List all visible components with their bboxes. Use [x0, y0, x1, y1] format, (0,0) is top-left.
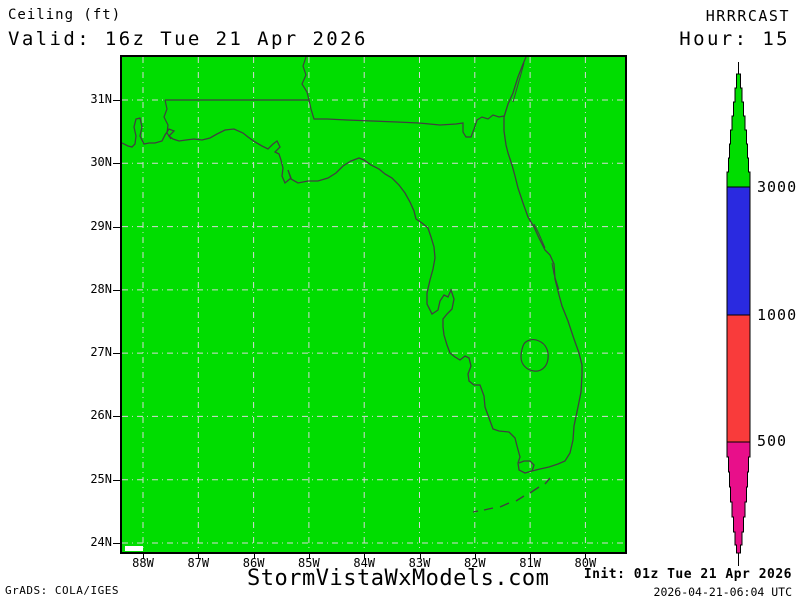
lon-tick — [364, 554, 366, 559]
lon-tick — [143, 554, 144, 559]
lat-label: 30N — [90, 155, 112, 170]
lon-tick — [585, 554, 587, 559]
lat-tick — [113, 289, 120, 291]
product-title: Ceiling (ft) — [8, 7, 122, 23]
site-watermark: StormVistaWxModels.com — [247, 566, 550, 591]
florida-map — [120, 55, 627, 554]
lat-tick — [113, 416, 120, 418]
valid-time: Valid: 16z Tue 21 Apr 2026 — [8, 28, 368, 50]
colorbar-threshold-label: 500 — [757, 432, 788, 450]
lon-tick — [253, 554, 255, 559]
grads-credit: GrADS: COLA/IGES — [5, 584, 119, 597]
colorbar-blue-segment — [726, 186, 751, 316]
colorbar-green-arrow — [726, 73, 751, 188]
lat-tick — [113, 543, 120, 544]
colorbar-red-segment — [726, 314, 751, 443]
colorbar-legend — [715, 58, 800, 570]
lon-label: 81W — [519, 556, 541, 570]
lon-tick — [308, 554, 310, 559]
lon-label: 86W — [242, 556, 265, 570]
colorbar-canvas — [726, 62, 751, 566]
lat-tick — [113, 479, 120, 481]
lon-label: 88W — [132, 556, 154, 570]
lon-label: 83W — [408, 556, 431, 570]
lon-label: 82W — [463, 556, 486, 570]
model-name: HRRRCAST — [705, 7, 790, 25]
florida-keys — [472, 477, 551, 513]
lon-tick — [198, 554, 200, 559]
lat-label: 26N — [90, 408, 112, 423]
colorbar-magenta-arrow — [726, 441, 751, 554]
lat-tick — [113, 100, 120, 101]
state-borders — [163, 57, 505, 140]
lat-tick — [113, 163, 120, 165]
coastline — [122, 57, 583, 474]
barrier-islands — [512, 62, 560, 291]
lon-label: 85W — [298, 556, 320, 570]
colorbar-threshold-label: 3000 — [757, 178, 798, 196]
lat-label: 27N — [90, 345, 112, 360]
colorbar-threshold-label: 1000 — [757, 306, 798, 324]
lat-label: 25N — [90, 471, 112, 486]
lat-label: 24N — [90, 535, 112, 549]
lat-label: 31N — [90, 92, 112, 106]
lon-label: 84W — [353, 556, 376, 570]
lat-tick — [113, 353, 120, 355]
lon-tick — [419, 554, 421, 559]
map-canvas — [122, 57, 625, 552]
lat-label: 29N — [90, 218, 112, 233]
lon-label: 80W — [574, 556, 597, 570]
lon-label: 87W — [187, 556, 210, 570]
lake-okeechobee — [520, 339, 549, 372]
lat-label: 28N — [90, 281, 112, 296]
lon-tick — [530, 554, 532, 559]
map-corner-blank — [125, 546, 143, 551]
init-time: Init: 01z Tue 21 Apr 2026 — [583, 567, 792, 582]
lat-tick — [113, 226, 120, 228]
generated-timestamp: 2026-04-21-06:04 UTC — [653, 585, 792, 599]
lon-tick — [474, 554, 476, 559]
forecast-hour: Hour: 15 — [679, 28, 790, 50]
